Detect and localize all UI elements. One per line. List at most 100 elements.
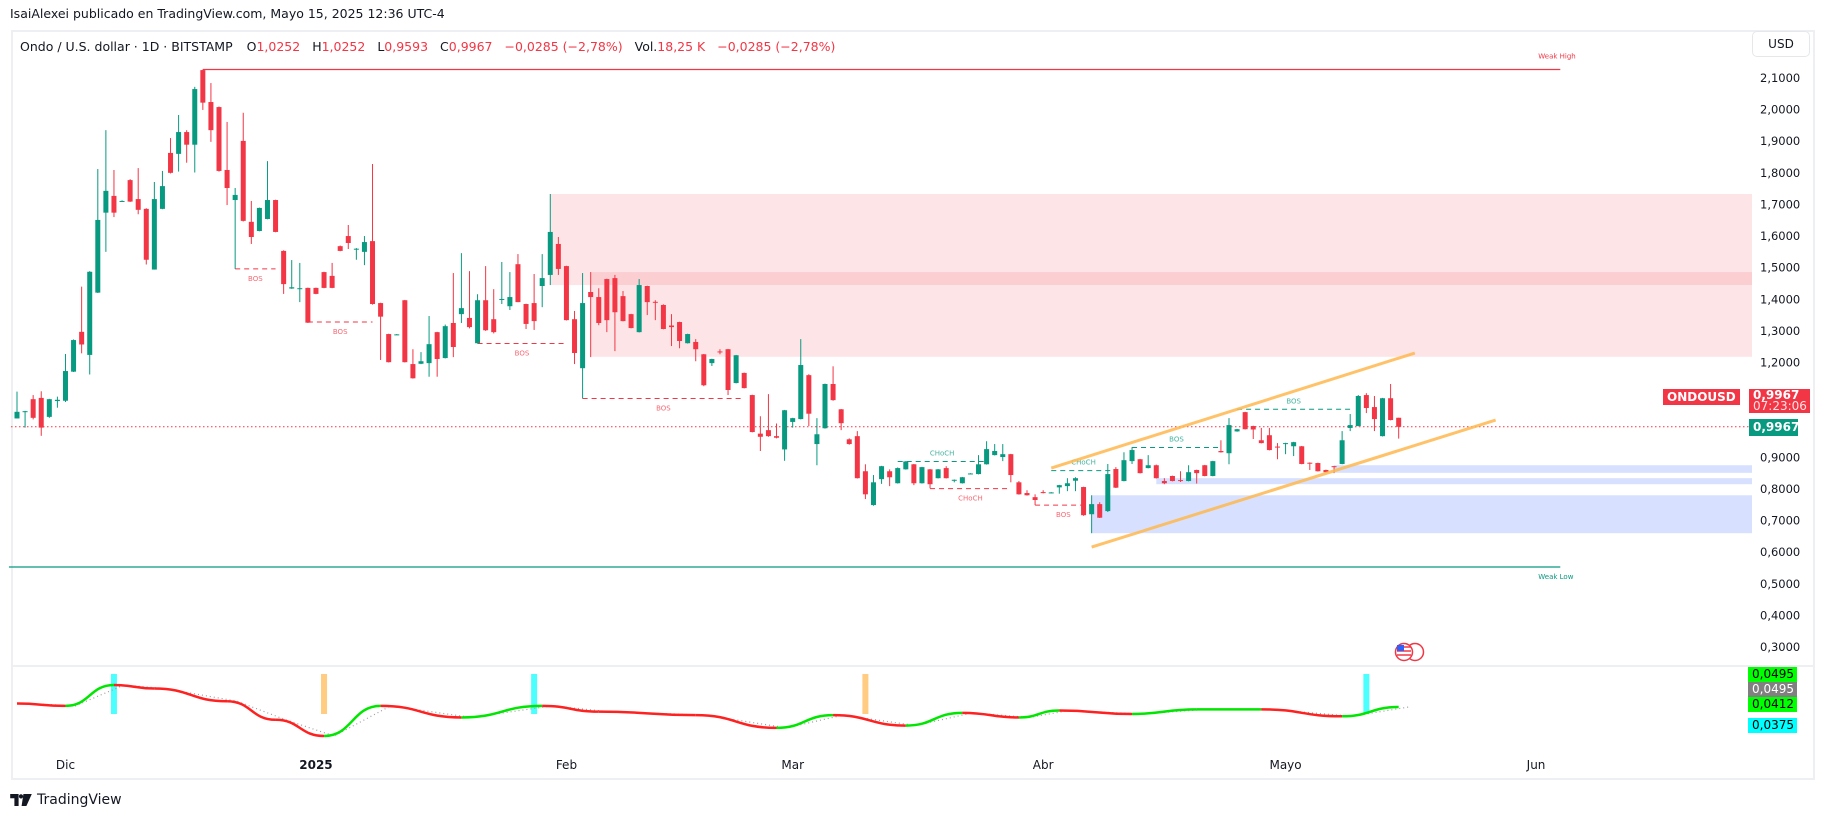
candle — [38, 391, 44, 436]
candle-body — [523, 304, 529, 324]
candle — [992, 444, 998, 456]
indicator-marker — [1363, 674, 1370, 714]
candle — [1250, 425, 1256, 439]
candle-body — [660, 304, 666, 329]
candle-body — [1145, 465, 1151, 469]
candle — [361, 236, 367, 266]
currency-button[interactable]: USD — [1752, 31, 1810, 57]
candle — [216, 106, 222, 172]
candle-body — [846, 439, 852, 445]
candle — [830, 366, 836, 401]
candle-body — [1380, 398, 1386, 437]
candle-body — [200, 70, 206, 103]
candle-body — [434, 332, 440, 360]
price-tick-label: 0,5000 — [1760, 577, 1800, 591]
candle — [741, 372, 747, 389]
candle — [717, 349, 723, 355]
low-value: 0,9593 — [384, 39, 429, 54]
candle — [111, 169, 117, 218]
candle — [539, 254, 545, 308]
candle-body — [620, 296, 626, 322]
candle — [846, 438, 852, 445]
candle-body — [127, 180, 133, 202]
zone-4[interactable] — [1334, 465, 1752, 473]
structure-label: BOS — [1056, 511, 1071, 519]
candle — [612, 274, 618, 352]
channel-line-0[interactable] — [1050, 351, 1416, 470]
candle-body — [919, 467, 925, 484]
candle — [1283, 442, 1289, 455]
candle-body — [143, 208, 149, 260]
logo-text: TradingView — [37, 792, 122, 808]
candle-body — [652, 301, 658, 303]
candle-body — [1331, 466, 1337, 468]
candle — [1347, 414, 1353, 432]
candle — [14, 391, 20, 419]
channel-line-1[interactable] — [1091, 418, 1497, 549]
candle-body — [46, 399, 52, 417]
candle — [475, 294, 481, 344]
candle — [313, 287, 319, 295]
candle-body — [806, 375, 812, 414]
time-axis-label: Abr — [1033, 758, 1054, 772]
candle-body — [410, 364, 416, 379]
zone-0[interactable] — [550, 194, 1752, 286]
candle-body — [580, 303, 586, 369]
candle-body — [515, 264, 521, 303]
close-price-box: 0,9967 — [1749, 419, 1799, 436]
indicator-line-segment — [905, 711, 963, 727]
candle — [765, 394, 771, 437]
zone-3[interactable] — [1156, 478, 1752, 485]
close-value: 0,9967 — [448, 39, 493, 54]
candle — [1121, 452, 1127, 482]
tradingview-logo-icon — [10, 794, 32, 806]
structure-label: CHoCH — [958, 495, 983, 503]
us-flag-icon[interactable] — [1394, 642, 1425, 662]
candle — [1105, 463, 1111, 513]
tradingview-logo[interactable]: TradingView — [10, 792, 122, 808]
candle-body — [168, 152, 174, 173]
candle — [1307, 462, 1313, 470]
open-label: O — [246, 39, 257, 54]
indicator-line-segment — [1261, 708, 1343, 718]
zone-1[interactable] — [590, 272, 1753, 357]
candle-body — [596, 297, 602, 323]
candle — [652, 300, 658, 321]
indicator-line-segment — [542, 704, 599, 713]
candle — [1371, 396, 1377, 432]
candle-body — [321, 272, 327, 288]
candle-body — [232, 194, 238, 201]
close-label: C — [440, 39, 449, 54]
candle-body — [887, 471, 893, 478]
candle-body — [281, 250, 287, 285]
candle-body — [1105, 474, 1111, 512]
price-tick-label: 0,8000 — [1760, 482, 1800, 496]
candle-body — [733, 355, 739, 384]
candle-body — [854, 436, 860, 479]
candle-body — [38, 397, 44, 428]
candle-body — [1016, 482, 1022, 495]
zone-2[interactable] — [1091, 495, 1752, 534]
candle — [208, 83, 214, 142]
candle — [895, 467, 901, 484]
structure-label: BOS — [1286, 397, 1301, 405]
candle-body — [394, 334, 400, 336]
candle — [798, 339, 804, 420]
candle — [394, 334, 400, 336]
candle-body — [1242, 412, 1248, 430]
structure-label: CHoCH — [1071, 459, 1096, 467]
candle — [289, 260, 295, 289]
candle-body — [628, 314, 634, 329]
candle-body — [612, 278, 618, 313]
candle-body — [984, 449, 990, 465]
price-tick-label: 1,4000 — [1760, 292, 1800, 306]
symbol-name[interactable]: Ondo / U.S. dollar · 1D · BITSTAMP — [20, 39, 233, 54]
structure-label: BOS — [656, 405, 671, 413]
candle-body — [95, 219, 101, 293]
candle — [822, 383, 828, 429]
candle — [200, 69, 206, 110]
chart-frame — [11, 30, 1815, 780]
candle-body — [685, 334, 691, 344]
candle — [701, 353, 707, 387]
